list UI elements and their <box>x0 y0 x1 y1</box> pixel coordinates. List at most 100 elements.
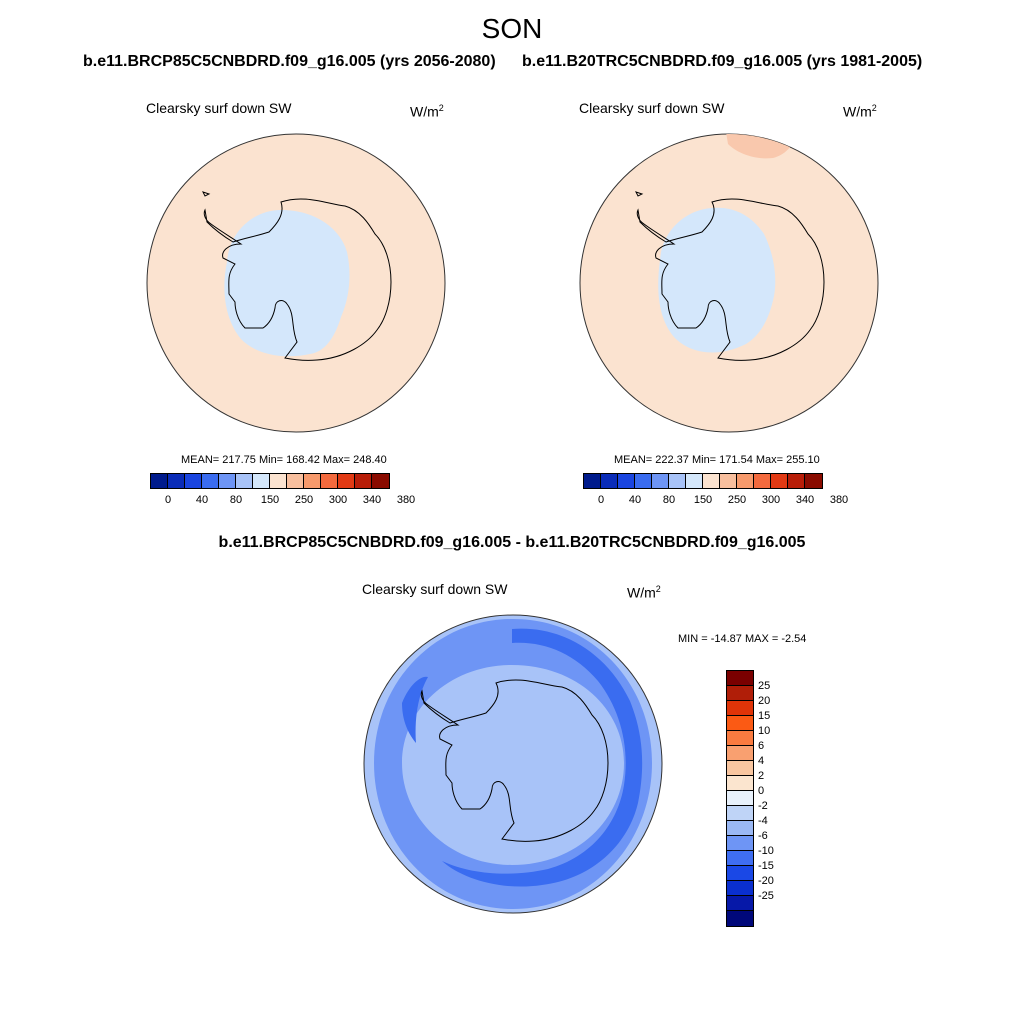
colorbar-swatch <box>727 686 753 701</box>
colorbar-swatch <box>727 701 753 716</box>
colorbar-swatch <box>618 474 635 488</box>
colorbar-tick-label: 150 <box>260 494 280 506</box>
left-panel-polar-map <box>146 133 446 433</box>
colorbar-swatch <box>771 474 788 488</box>
colorbar-swatch <box>727 866 753 881</box>
colorbar-tick-label: 20 <box>758 695 771 707</box>
colorbar-swatch <box>168 474 185 488</box>
colorbar-swatch <box>727 896 753 911</box>
colorbar-swatch <box>669 474 686 488</box>
colorbar-tick-label: 4 <box>758 755 765 767</box>
difference-colorbar <box>726 670 754 927</box>
colorbar-swatch <box>219 474 236 488</box>
colorbar-tick-label: 0 <box>758 785 765 797</box>
colorbar-swatch <box>253 474 270 488</box>
colorbar-swatch <box>727 761 753 776</box>
left-panel-colorbar-ticks: 0 40 80 150 250 300 340 380 <box>150 494 440 508</box>
difference-variable-label: Clearsky surf down SW <box>362 581 508 597</box>
colorbar-swatch <box>788 474 805 488</box>
colorbar-tick-label: 2 <box>758 770 765 782</box>
colorbar-swatch <box>652 474 669 488</box>
colorbar-tick-label: 10 <box>758 725 771 737</box>
left-panel-colorbar <box>150 473 390 489</box>
colorbar-swatch <box>727 911 753 926</box>
left-panel-stats: MEAN= 217.75 Min= 168.42 Max= 248.40 <box>181 454 387 466</box>
colorbar-swatch <box>703 474 720 488</box>
left-panel-run-title: b.e11.BRCP85C5CNBDRD.f09_g16.005 (yrs 20… <box>83 53 496 70</box>
right-panel-variable-label: Clearsky surf down SW <box>579 100 725 116</box>
colorbar-swatch <box>635 474 652 488</box>
colorbar-tick-label: -15 <box>758 860 774 872</box>
colorbar-tick-label: -4 <box>758 815 768 827</box>
colorbar-tick-label: 6 <box>758 740 765 752</box>
colorbar-swatch <box>727 881 753 896</box>
colorbar-swatch <box>720 474 737 488</box>
colorbar-swatch <box>287 474 304 488</box>
colorbar-swatch <box>754 474 771 488</box>
colorbar-tick-label: 380 <box>396 494 416 506</box>
colorbar-swatch <box>236 474 253 488</box>
colorbar-tick-label: -10 <box>758 845 774 857</box>
colorbar-swatch <box>805 474 822 488</box>
difference-title: b.e11.BRCP85C5CNBDRD.f09_g16.005 - b.e11… <box>218 534 806 551</box>
colorbar-tick-label: 40 <box>195 494 209 506</box>
colorbar-tick-label: 0 <box>164 494 172 506</box>
colorbar-tick-label: 380 <box>829 494 849 506</box>
colorbar-swatch <box>727 746 753 761</box>
colorbar-swatch <box>727 851 753 866</box>
colorbar-swatch <box>202 474 219 488</box>
colorbar-swatch <box>727 806 753 821</box>
season-title: SON <box>481 13 543 44</box>
colorbar-tick-label: -6 <box>758 830 768 842</box>
colorbar-swatch <box>185 474 202 488</box>
colorbar-tick-label: 25 <box>758 680 771 692</box>
colorbar-tick-label: -2 <box>758 800 768 812</box>
colorbar-tick-label: 15 <box>758 710 771 722</box>
difference-map-antarctica-coastline <box>420 679 609 842</box>
right-panel-colorbar-ticks: 0 40 80 150 250 300 340 380 <box>583 494 873 508</box>
colorbar-tick-label: 0 <box>597 494 605 506</box>
colorbar-swatch <box>727 791 753 806</box>
colorbar-tick-label: 340 <box>362 494 382 506</box>
difference-minmax: MIN = -14.87 MAX = -2.54 <box>678 633 807 645</box>
difference-polar-map <box>363 614 663 914</box>
colorbar-tick-label: 40 <box>628 494 642 506</box>
left-map-antarctica-coastline <box>203 198 392 361</box>
colorbar-swatch <box>686 474 703 488</box>
colorbar-swatch <box>270 474 287 488</box>
colorbar-tick-label: 80 <box>662 494 676 506</box>
right-map-antarctica-coastline <box>636 198 825 361</box>
left-map-island <box>202 191 211 197</box>
colorbar-swatch <box>727 776 753 791</box>
left-map-sea-ice-field <box>224 210 350 357</box>
colorbar-tick-label: 250 <box>727 494 747 506</box>
colorbar-tick-label: -25 <box>758 890 774 902</box>
right-panel-colorbar <box>583 473 823 489</box>
colorbar-swatch <box>151 474 168 488</box>
colorbar-tick-label: -20 <box>758 875 774 887</box>
colorbar-tick-label: 300 <box>328 494 348 506</box>
colorbar-swatch <box>338 474 355 488</box>
right-panel-stats: MEAN= 222.37 Min= 171.54 Max= 255.10 <box>614 454 820 466</box>
colorbar-swatch <box>727 731 753 746</box>
colorbar-swatch <box>737 474 754 488</box>
colorbar-tick-label: 150 <box>693 494 713 506</box>
colorbar-tick-label: 340 <box>795 494 815 506</box>
colorbar-swatch <box>727 716 753 731</box>
colorbar-swatch <box>584 474 601 488</box>
right-panel-polar-map <box>579 133 879 433</box>
colorbar-swatch <box>304 474 321 488</box>
colorbar-swatch <box>727 821 753 836</box>
colorbar-swatch <box>355 474 372 488</box>
left-panel-variable-label: Clearsky surf down SW <box>146 100 292 116</box>
colorbar-swatch <box>321 474 338 488</box>
colorbar-swatch <box>372 474 389 488</box>
colorbar-tick-label: 250 <box>294 494 314 506</box>
colorbar-swatch <box>601 474 618 488</box>
right-panel-run-title: b.e11.B20TRC5CNBDRD.f09_g16.005 (yrs 198… <box>522 53 923 70</box>
colorbar-tick-label: 80 <box>229 494 243 506</box>
difference-map-west-band <box>402 676 428 743</box>
left-panel-units-label: W/m2 <box>410 103 444 120</box>
colorbar-swatch <box>727 836 753 851</box>
right-map-island <box>635 191 644 197</box>
